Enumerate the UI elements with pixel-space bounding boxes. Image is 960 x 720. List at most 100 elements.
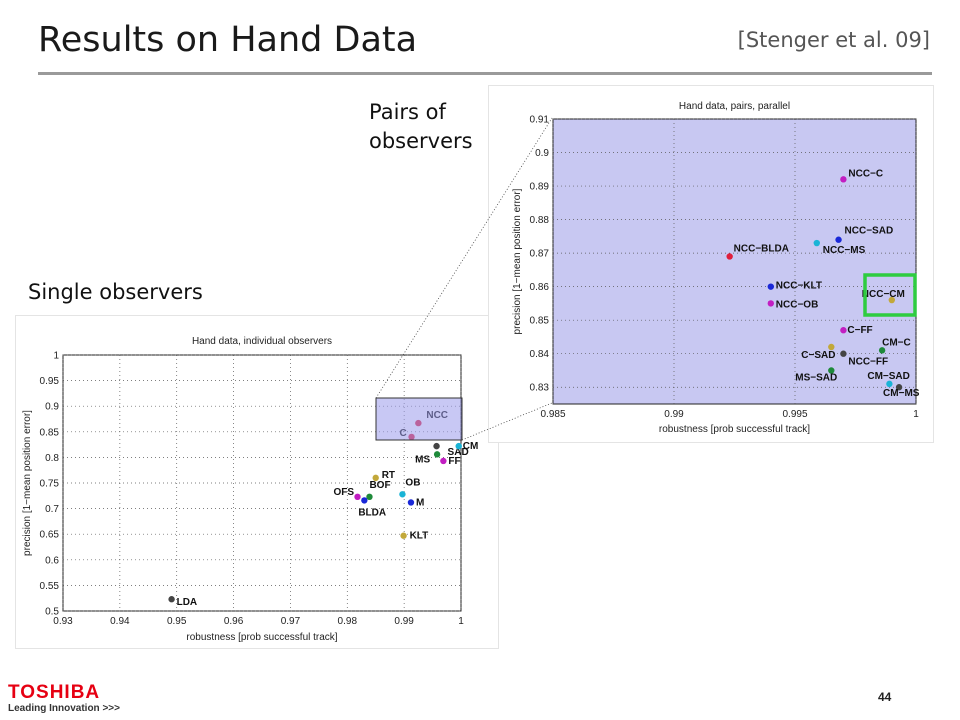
data-point [455,442,462,450]
point-label: CM [463,441,479,452]
data-point [433,442,440,450]
point-label: BOF [369,480,390,491]
data-point [372,474,379,482]
pairs-observers-chart: 0.985 0.99 0.995 1 0.83 0.84 0.85 0.86 0.87 0.88 0… [488,85,934,443]
y-tick-label: 0.55 [40,581,60,592]
single-observers-plot: 0.93 0.94 0.95 0.96 0.97 0.98 0.99 1 0.5 0.55 0.6 0… [22,336,479,643]
data-point [835,236,842,243]
page-number: 44 [878,690,892,704]
chart-title: Hand data, pairs, parallel [679,101,790,112]
point-label: C−FF [847,325,872,336]
data-point [440,457,447,465]
point-label: C [400,428,407,439]
data-point [813,239,820,247]
data-point [840,176,847,183]
point-label: RT [382,470,395,481]
data-point [726,253,733,260]
point-label: SAD [448,447,469,458]
chart-title: Hand data, individual observers [192,336,332,347]
y-tick-label: 0.85 [530,316,550,327]
x-axis-label: robustness [prob successful track] [659,424,810,435]
x-tick-label: 1 [458,616,464,627]
point-label: NCC−KLT [776,281,822,292]
y-tick-label: 0.89 [530,182,550,193]
y-tick-label: 0.7 [45,504,59,515]
point-label: NCC−FF [848,357,888,368]
data-point [415,419,422,427]
x-tick-label: 0.94 [110,616,130,627]
point-label: OB [405,477,420,488]
x-tick-label: 0.98 [338,616,358,627]
title-divider [38,72,932,75]
y-tick-label: 0.95 [40,376,60,387]
logo-tagline: Leading Innovation >>> [8,703,120,714]
y-tick-label: 0.84 [530,349,550,360]
x-tick-label: 0.99 [394,616,414,627]
data-point [399,491,406,498]
data-point [433,451,441,458]
point-label: CM−SAD [867,371,910,382]
y-tick-label: 0.5 [45,607,59,618]
y-tick-label: 0.88 [530,215,550,226]
point-label: NCC−SAD [845,226,894,237]
x-tick-label: 0.99 [664,409,684,420]
y-axis-label: precision [1−mean position error] [22,410,33,556]
data-point [407,499,415,506]
single-observers-chart: 0.93 0.94 0.95 0.96 0.97 0.98 0.99 1 0.5 0.55 0.6 0… [15,315,499,649]
data-point [886,380,893,388]
y-tick-label: 0.91 [530,115,550,126]
point-label: MS−SAD [795,372,837,383]
data-point [767,300,774,307]
data-point [408,433,415,441]
data-point [354,493,361,501]
slide-title: Results on Hand Data [38,20,418,60]
citation: [Stenger et al. 09] [737,28,930,52]
data-point [840,350,847,357]
point-label: MS [415,454,430,465]
data-point [878,347,886,354]
x-tick-label: 0.97 [281,616,301,627]
point-label: NCC−BLDA [734,243,789,254]
data-point [828,367,835,374]
x-tick-label: 0.93 [53,616,73,627]
pairs-observers-plot: 0.985 0.99 0.995 1 0.83 0.84 0.85 0.86 0.87 0.88 0… [512,101,920,435]
point-label: LDA [177,597,198,608]
point-label: NCC−OB [776,299,819,310]
point-label: NCC−MS [823,245,866,256]
data-point [361,497,368,504]
x-axis-label: robustness [prob successful track] [186,632,337,643]
x-tick-label: 0.95 [167,616,187,627]
data-point [168,596,175,603]
point-label: KLT [410,531,429,542]
point-label: NCC−CM [862,289,905,300]
toshiba-logo: TOSHIBA Leading Innovation >>> [8,683,120,715]
point-label: C−SAD [801,350,835,361]
data-point [400,532,407,539]
point-label: M [416,497,424,508]
y-tick-label: 0.9 [535,148,549,159]
data-point [767,283,774,290]
data-point [840,327,847,334]
x-tick-label: 1 [913,409,919,420]
point-label: CM−MS [883,388,920,399]
y-axis-label: precision [1−mean position error] [512,188,523,334]
plot-area [62,354,462,612]
point-label: BLDA [358,507,386,518]
x-tick-label: 0.96 [224,616,244,627]
y-tick-label: 0.9 [45,402,59,413]
x-tick-label: 0.985 [540,409,565,420]
y-tick-label: 0.6 [45,555,59,566]
y-tick-label: 0.75 [40,479,60,490]
data-point [895,384,903,391]
point-label: OFS [334,487,355,498]
y-tick-label: 1 [53,351,59,362]
data-point [366,493,373,501]
plot-area [552,118,917,405]
point-label: NCC [426,410,448,421]
point-label: NCC−C [848,168,883,179]
point-label: FF [448,456,460,467]
pairs-observers-label: Pairs of observers [369,100,473,153]
y-tick-label: 0.87 [530,249,550,260]
y-tick-label: 0.85 [40,427,60,438]
y-tick-label: 0.65 [40,530,60,541]
